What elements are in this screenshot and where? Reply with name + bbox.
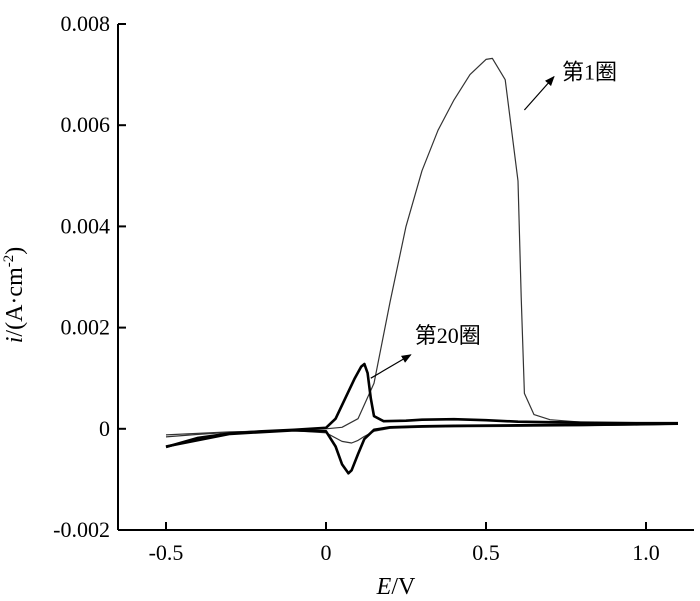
y-tick-label: 0: [99, 416, 110, 441]
series-cycle-1: [165, 57, 679, 444]
y-tick-label: 0.002: [61, 315, 111, 340]
annotation-label: 第20圈: [415, 323, 481, 348]
y-tick-label: 0.006: [61, 112, 111, 137]
annotation-label: 第1圈: [562, 60, 617, 85]
annotation-cycle1: 第1圈: [523, 60, 617, 111]
x-tick-label: 0: [321, 540, 332, 565]
x-axis-title-var: E: [376, 574, 392, 600]
y-axis-title: i/(A·cm-2): [1, 247, 28, 343]
y-axis: -0.002 0 0.002 0.004 0.006 0.008: [53, 11, 126, 542]
y-axis-title-sup: -2: [1, 255, 17, 268]
x-axis-title-unit: /V: [391, 574, 416, 600]
x-axis-title: E/V: [376, 574, 416, 600]
x-axis: -0.5 0 0.5 1.0: [118, 522, 694, 565]
y-tick-label: 0.008: [61, 11, 111, 36]
y-tick-label: -0.002: [53, 517, 110, 542]
annotation-arrow: [370, 354, 412, 379]
series-line-forward: [165, 362, 678, 449]
series-line-reverse: [165, 422, 679, 475]
annotation-cycle20: 第20圈: [370, 323, 481, 379]
y-tick-label: 0.004: [61, 213, 111, 238]
x-tick-label: -0.5: [149, 540, 184, 565]
series-line-forward: [165, 57, 678, 438]
annotation-arrow: [523, 75, 555, 111]
plot-area: [165, 57, 679, 475]
y-axis-title-unit: /(A·cm: [2, 267, 28, 337]
series-cycle-20: [165, 362, 679, 475]
y-axis-title-var: i: [2, 337, 28, 344]
x-tick-label: 0.5: [472, 540, 500, 565]
y-axis-title-close: ): [2, 247, 28, 255]
x-tick-label: 1.0: [632, 540, 660, 565]
